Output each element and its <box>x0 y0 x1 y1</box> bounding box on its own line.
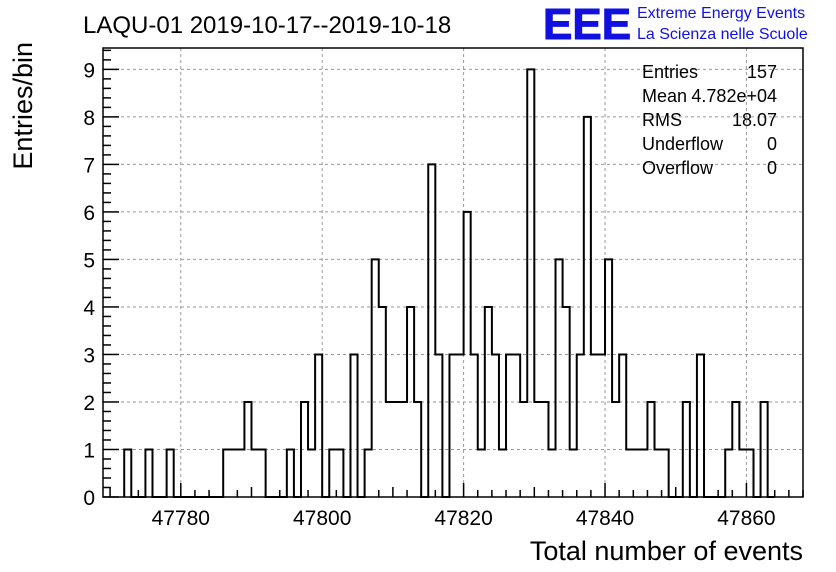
histogram-bar <box>662 449 669 497</box>
stats-label: Mean <box>642 86 687 106</box>
stats-label: Underflow <box>642 134 724 154</box>
y-tick-label: 5 <box>83 249 95 272</box>
x-axis-label: Total number of events <box>530 536 803 566</box>
histogram-bar <box>336 449 343 497</box>
histogram-bar <box>372 259 379 497</box>
grid-lines <box>103 48 803 497</box>
histogram-bar <box>605 259 612 497</box>
eee-logo: EEE Extreme Energy Events La Scienza nel… <box>543 0 808 50</box>
y-axis-ticks: 0 1 2 3 4 5 6 7 8 9 <box>83 49 119 510</box>
histogram-bar <box>428 164 435 497</box>
histogram-bar <box>548 449 555 497</box>
histogram-bar <box>655 449 662 497</box>
x-axis-ticks: 47780 47800 47820 47840 47860 <box>109 483 804 530</box>
histogram-bar <box>308 449 315 497</box>
histogram-bar <box>365 449 372 497</box>
histogram-bar <box>506 354 513 497</box>
histogram-bar <box>315 354 322 497</box>
stats-value: 0 <box>767 158 777 178</box>
histogram-bar <box>287 449 294 497</box>
stats-label: Entries <box>642 62 698 82</box>
histogram-bar <box>237 449 244 497</box>
y-tick-label: 2 <box>83 392 95 415</box>
histogram-bar <box>697 354 704 497</box>
eee-logo-mark: EEE <box>543 0 631 49</box>
histogram-bar <box>145 449 152 497</box>
x-tick-label: 47860 <box>717 507 775 530</box>
chart-title: LAQU-01 2019-10-17--2019-10-18 <box>83 12 451 39</box>
histogram-bar <box>739 449 746 497</box>
histogram-bar <box>492 354 499 497</box>
x-tick-label: 47840 <box>576 507 634 530</box>
y-tick-label: 0 <box>83 487 95 510</box>
histogram-bar <box>259 449 266 497</box>
x-tick-label: 47800 <box>293 507 351 530</box>
y-tick-label: 4 <box>83 297 95 320</box>
histogram-bar <box>230 449 237 497</box>
y-tick-label: 8 <box>83 107 95 130</box>
histogram-bar <box>556 259 563 497</box>
y-tick-label: 9 <box>83 59 95 82</box>
histogram-bar <box>527 69 534 497</box>
y-tick-label: 7 <box>83 154 95 177</box>
y-tick-label: 6 <box>83 202 95 225</box>
histogram-bar <box>350 354 357 497</box>
stats-label: Overflow <box>642 158 714 178</box>
y-tick-label: 3 <box>83 344 95 367</box>
plot-frame <box>102 47 804 498</box>
histogram-bar <box>167 449 174 497</box>
histogram-bar <box>577 354 584 497</box>
histogram-bar <box>471 354 478 497</box>
histogram-bar <box>633 449 640 497</box>
histogram-bar <box>499 449 506 497</box>
histogram-bar <box>457 354 464 497</box>
stats-value: 0 <box>767 134 777 154</box>
logo-line-2: La Scienza nelle Scuole <box>637 26 808 43</box>
histogram-bar <box>223 449 230 497</box>
stats-value: 4.782e+04 <box>691 86 777 106</box>
stats-value: 157 <box>747 62 777 82</box>
histogram-bar <box>591 354 598 497</box>
logo-line-1: Extreme Energy Events <box>637 5 805 22</box>
histogram-bar <box>725 449 732 497</box>
histogram-bar <box>435 354 442 497</box>
y-axis-label: Entries/bin <box>8 42 38 170</box>
histogram-bar <box>513 354 520 497</box>
histogram-bar <box>598 354 605 497</box>
histogram-bar <box>746 449 753 497</box>
histogram-bar <box>478 449 485 497</box>
histogram-bar <box>619 354 626 497</box>
x-tick-label: 47820 <box>434 507 492 530</box>
stats-value: 18.07 <box>732 110 777 130</box>
histogram-bar <box>570 449 577 497</box>
histogram-bar <box>251 449 258 497</box>
stats-box: Entries 157 Mean 4.782e+04 RMS 18.07 Underflow… <box>642 62 777 178</box>
histogram-bar <box>329 449 336 497</box>
y-tick-label: 1 <box>83 439 95 462</box>
stats-label: RMS <box>642 110 682 130</box>
histogram-bar <box>124 449 131 497</box>
histogram-bar <box>640 449 647 497</box>
x-tick-label: 47780 <box>152 507 210 530</box>
histogram-bar <box>626 449 633 497</box>
histogram-bar <box>449 354 456 497</box>
histogram-outline <box>123 68 775 498</box>
